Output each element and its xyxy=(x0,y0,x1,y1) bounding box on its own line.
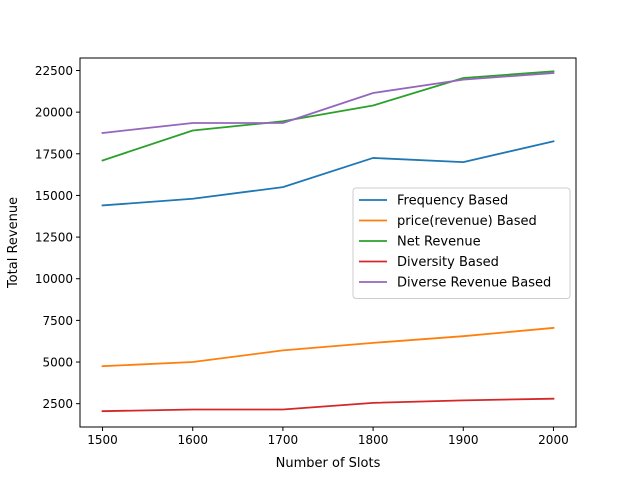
legend-label: Net Revenue xyxy=(397,235,481,250)
series-line-5 xyxy=(101,72,555,134)
legend-label: Diversity Based xyxy=(397,255,499,270)
legend-item: price(revenue) Based xyxy=(359,214,537,229)
legend-label: price(revenue) Based xyxy=(397,214,537,229)
legend-item: Net Revenue xyxy=(359,235,481,250)
x-axis-title: Number of Slots xyxy=(276,456,381,471)
x-tick-label: 1500 xyxy=(87,433,118,447)
plot-area xyxy=(79,57,577,428)
legend-items: Frequency Based price(revenue) Based Net R… xyxy=(359,194,551,291)
legend: Frequency Based price(revenue) Based Net R… xyxy=(352,187,571,299)
legend-item: Diversity Based xyxy=(359,255,499,270)
series-line-2 xyxy=(101,326,555,368)
y-tick-label: 15000 xyxy=(35,189,73,203)
y-tick-label: 17500 xyxy=(35,147,73,161)
plot-frame xyxy=(79,57,577,428)
y-tick-label: 12500 xyxy=(35,231,73,245)
y-tick-label: 7500 xyxy=(42,314,73,328)
y-tick-label: 22500 xyxy=(35,64,73,78)
y-tick-label: 5000 xyxy=(42,356,73,370)
x-tick-label: 1900 xyxy=(448,433,479,447)
legend-item: Frequency Based xyxy=(359,194,508,209)
legend-item: Diverse Revenue Based xyxy=(359,276,551,291)
series-line-4 xyxy=(101,397,555,413)
x-axis: 1500 1600 1700 1800 1900 2000 xyxy=(87,427,569,447)
y-tick-label: 10000 xyxy=(35,272,73,286)
legend-label: Diverse Revenue Based xyxy=(397,276,551,291)
series-lines xyxy=(101,70,555,413)
series-line-1 xyxy=(101,140,555,207)
y-axis: 2500 5000 7500 10000 12500 15000 17500 20000 225… xyxy=(35,64,80,411)
y-axis-title: Total Revenue xyxy=(6,197,21,289)
series-line-3 xyxy=(101,70,555,162)
x-tick-label: 1700 xyxy=(268,433,299,447)
x-tick-label: 2000 xyxy=(538,433,569,447)
x-tick-label: 1800 xyxy=(358,433,389,447)
x-tick-label: 1600 xyxy=(177,433,208,447)
legend-box xyxy=(352,187,571,299)
legend-label: Frequency Based xyxy=(397,194,508,209)
y-tick-label: 20000 xyxy=(35,106,73,120)
y-tick-label: 2500 xyxy=(42,397,73,411)
